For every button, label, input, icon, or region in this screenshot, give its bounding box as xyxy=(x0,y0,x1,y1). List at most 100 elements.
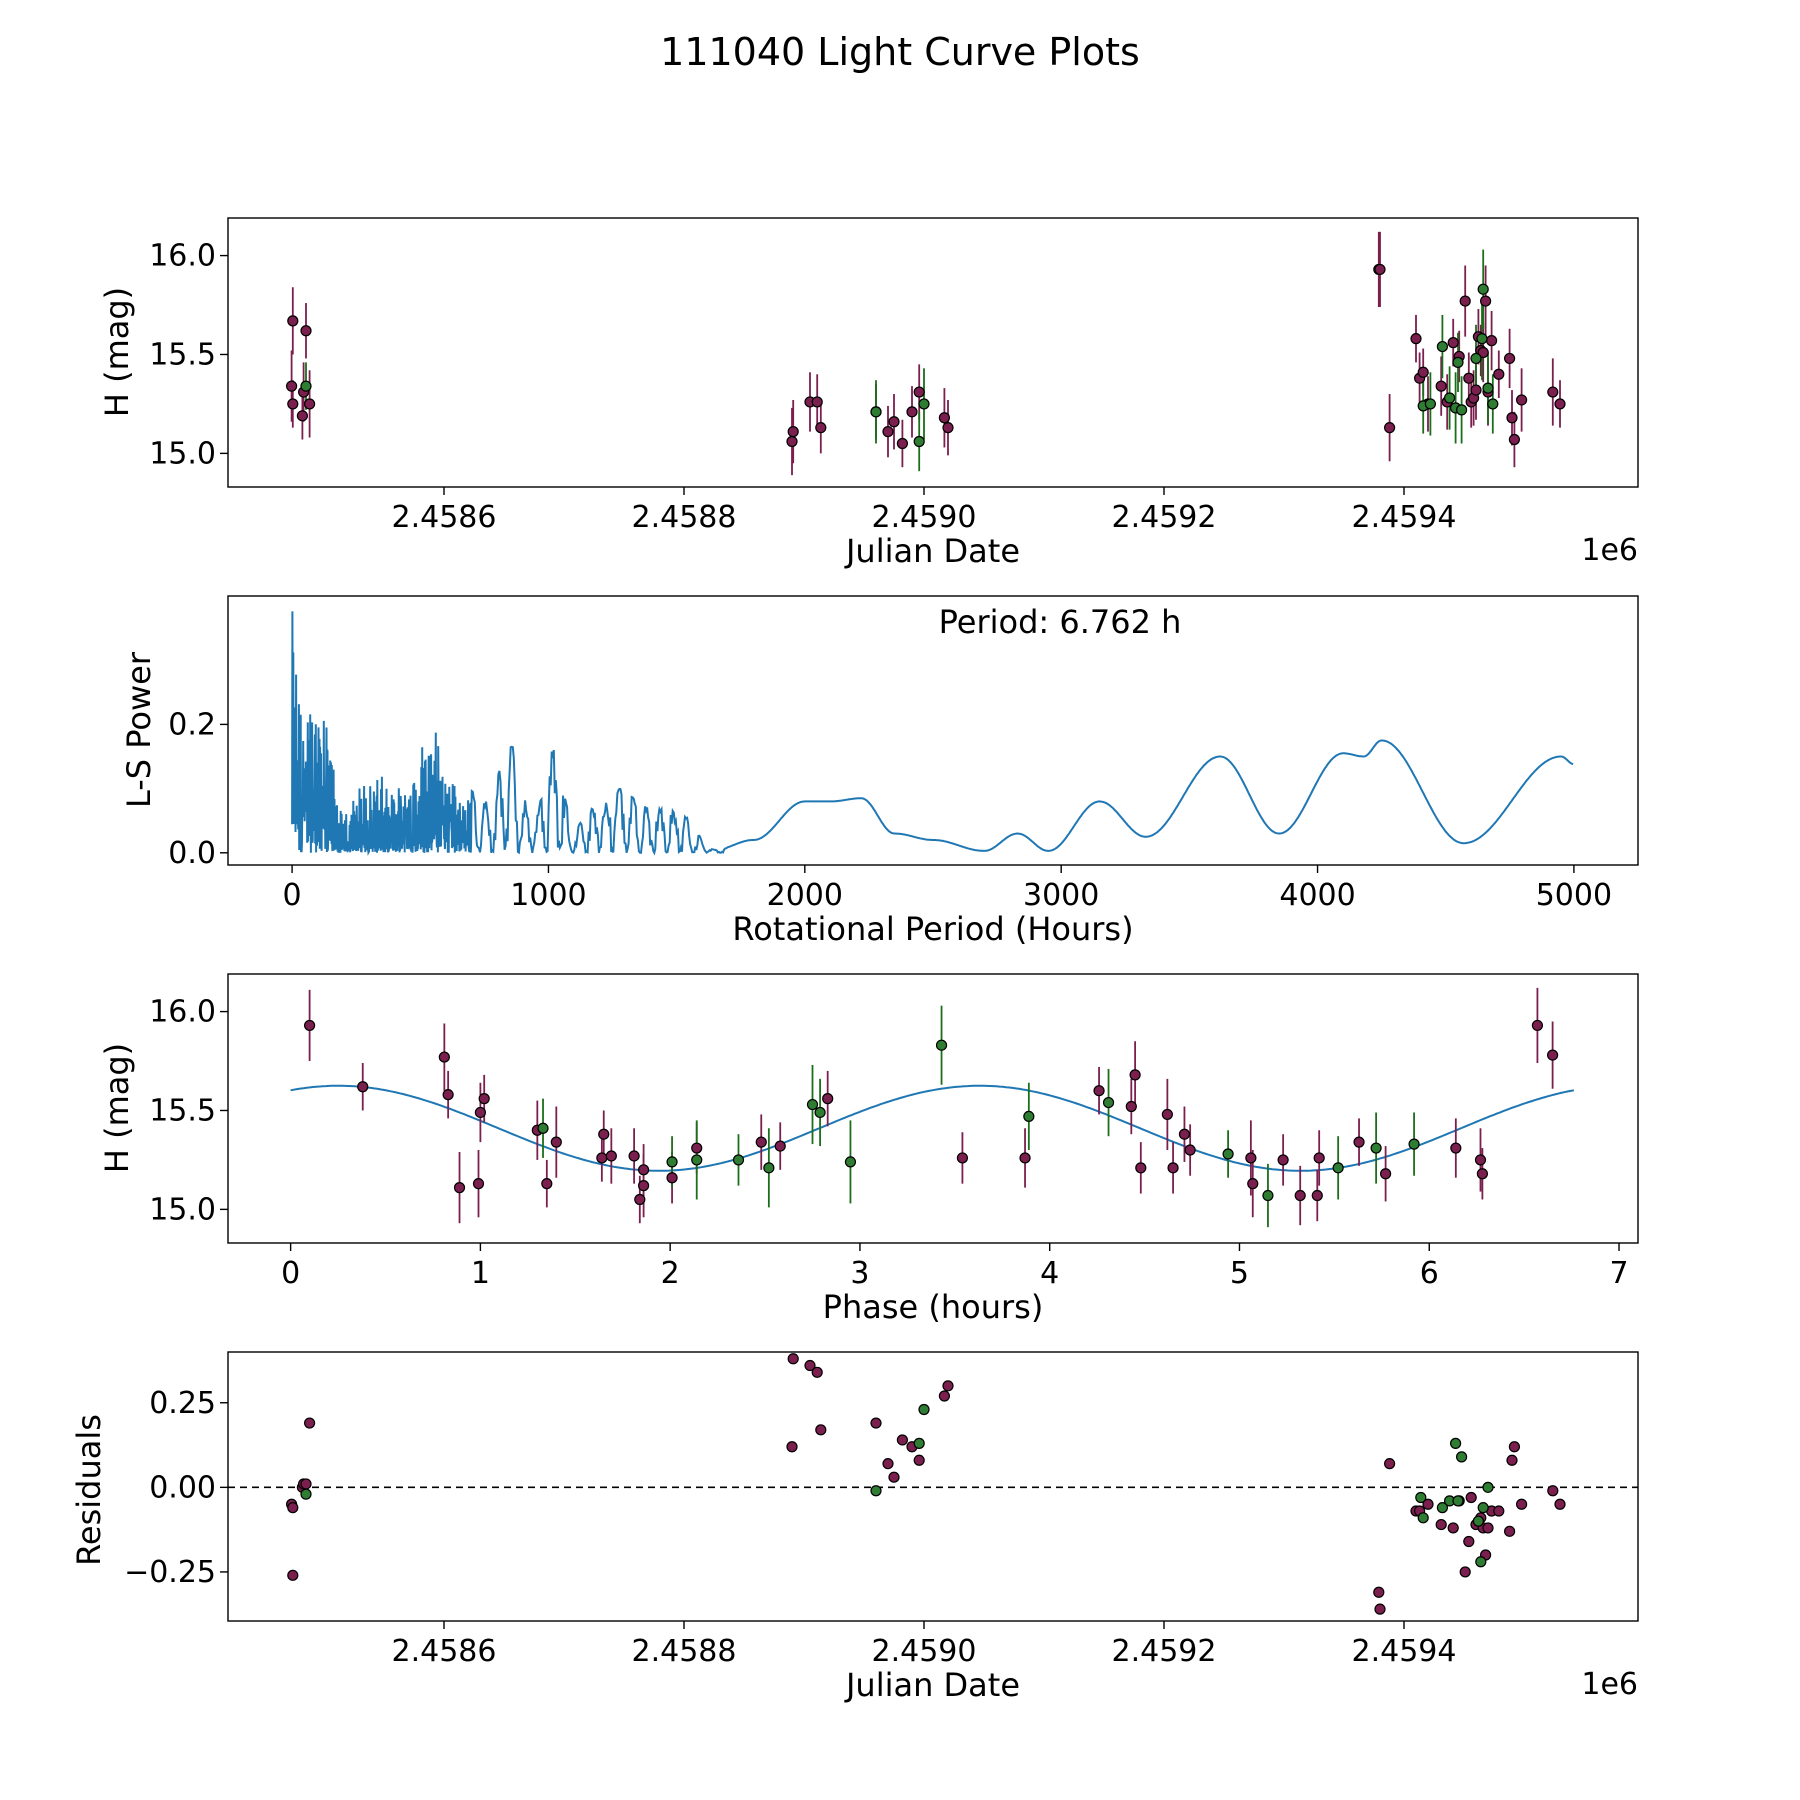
panel-phased: 0 1 2 3 4 5 6 7 15.0 15.5 16.0 Phase (hours) H (ma… xyxy=(98,973,1639,1326)
phased-point-red xyxy=(304,1019,316,1032)
residuals-ytick-label: −0.25 xyxy=(124,1555,216,1590)
phased-point-red xyxy=(1129,1069,1141,1081)
phased-point-red xyxy=(1167,1162,1179,1174)
lightcurve-xtick-label: 2.4588 xyxy=(632,500,737,535)
periodogram-ytick-label: 0.2 xyxy=(168,707,216,742)
phased-point-red xyxy=(1135,1162,1147,1174)
periodogram-series-line xyxy=(291,611,1574,857)
residuals-point-red xyxy=(1459,1566,1471,1578)
periodogram-xtick-label: 4000 xyxy=(1279,878,1355,913)
phased-point-red xyxy=(1161,1108,1173,1121)
phased-point-red xyxy=(1093,1085,1105,1097)
phased-point-red xyxy=(472,1178,485,1190)
phased-ytick-label: 16.0 xyxy=(149,995,216,1030)
lightcurve-point-red xyxy=(913,386,925,398)
residuals-point-green xyxy=(870,1485,882,1497)
phased-point-red xyxy=(628,1150,640,1162)
phased-point-red xyxy=(1353,1136,1365,1148)
lightcurve-point-red xyxy=(1459,295,1471,307)
phased-xtick-label: 6 xyxy=(1420,1256,1439,1291)
lightcurve-offset-text: 1e6 xyxy=(1581,533,1638,568)
lightcurve-plot-area xyxy=(286,231,1566,476)
lightcurve-axes: 2.4586 2.4588 2.4590 2.4592 2.4594 15.0 15.5 16… xyxy=(149,239,1456,535)
periodogram-xtick-label: 5000 xyxy=(1536,878,1612,913)
phased-point-red xyxy=(1184,1144,1196,1156)
periodogram-xlabel: Rotational Period (Hours) xyxy=(732,910,1133,948)
phased-point-red xyxy=(596,1152,608,1164)
phased-frame xyxy=(227,973,1639,1244)
phased-point-red xyxy=(1476,1168,1488,1180)
residuals-point-red xyxy=(1383,1458,1396,1470)
periodogram-xtick-label: 1000 xyxy=(510,878,586,913)
residuals-point-red xyxy=(938,1390,951,1402)
phased-plot-area xyxy=(290,987,1575,1228)
residuals-xtick-label: 2.4588 xyxy=(632,1634,737,1669)
lightcurve-point-red xyxy=(811,396,823,408)
lightcurve-xlabel: Julian Date xyxy=(844,532,1020,570)
lightcurve-frame xyxy=(227,217,1639,488)
phased-point-red xyxy=(956,1152,969,1164)
residuals-point-red xyxy=(896,1434,909,1446)
residuals-point-red xyxy=(870,1417,882,1429)
residuals-point-red xyxy=(1554,1498,1566,1510)
lightcurve-point-red xyxy=(1410,333,1422,345)
phased-point-red xyxy=(1019,1152,1031,1164)
phased-ytick-label: 15.5 xyxy=(149,1093,216,1128)
lightcurve-point-red xyxy=(938,412,951,424)
phased-point-green xyxy=(1332,1162,1344,1174)
phased-point-red xyxy=(1313,1152,1325,1164)
phased-point-red xyxy=(438,1051,450,1063)
residuals-point-red xyxy=(786,1441,798,1453)
lightcurve-point-red xyxy=(882,426,894,438)
lightcurve-point-red xyxy=(1485,335,1498,347)
phased-point-red xyxy=(1311,1189,1323,1202)
lightcurve-point-red xyxy=(1477,346,1489,359)
residuals-point-green xyxy=(918,1403,930,1416)
panel-periodogram: 0 1000 2000 3000 4000 5000 0.0 0.2 Period: 6.76… xyxy=(120,595,1639,948)
lightcurve-point-green xyxy=(1476,333,1488,345)
phased-point-red xyxy=(1531,1019,1544,1032)
lightcurve-point-red xyxy=(787,426,799,438)
phased-point-red xyxy=(1474,1154,1487,1166)
residuals-point-red xyxy=(1508,1441,1521,1453)
lightcurve-point-green xyxy=(870,406,882,418)
phased-point-red xyxy=(774,1140,786,1152)
phased-point-green xyxy=(806,1098,819,1111)
lightcurve-ylabel: H (mag) xyxy=(98,287,136,417)
residuals-point-red xyxy=(1447,1522,1459,1534)
phased-point-red xyxy=(1450,1142,1462,1154)
residuals-xtick-label: 2.4592 xyxy=(1112,1634,1217,1669)
residuals-point-red xyxy=(1373,1586,1385,1598)
lightcurve-point-red xyxy=(815,422,827,434)
lightcurve-point-red xyxy=(1506,412,1518,424)
periodogram-axes: 0 1000 2000 3000 4000 5000 0.0 0.2 xyxy=(168,707,1612,913)
phased-point-red xyxy=(478,1093,490,1105)
phased-point-red xyxy=(822,1093,834,1105)
phased-point-green xyxy=(844,1156,857,1168)
phased-ylabel: H (mag) xyxy=(98,1043,136,1173)
phased-point-red xyxy=(637,1180,650,1192)
phased-xtick-label: 2 xyxy=(661,1256,680,1291)
residuals-point-red xyxy=(1503,1525,1516,1537)
lightcurve-ytick-label: 15.5 xyxy=(149,337,216,372)
residuals-point-green xyxy=(1449,1437,1462,1449)
phased-point-red xyxy=(605,1150,617,1162)
residuals-point-green xyxy=(1415,1491,1427,1504)
lightcurve-point-red xyxy=(304,398,316,410)
residuals-point-green xyxy=(913,1437,925,1449)
phased-point-red xyxy=(1547,1049,1559,1061)
lightcurve-point-green xyxy=(1455,404,1468,416)
phased-point-red xyxy=(691,1142,703,1154)
periodogram-xtick-label: 0 xyxy=(283,878,302,913)
residuals-point-red xyxy=(888,1471,900,1483)
residuals-point-green xyxy=(1417,1512,1429,1524)
residuals-point-red xyxy=(300,1478,312,1490)
residuals-point-red xyxy=(304,1417,316,1429)
residuals-point-red xyxy=(287,1569,299,1581)
residuals-point-red xyxy=(1493,1505,1505,1517)
residuals-point-red xyxy=(1374,1603,1386,1615)
lightcurve-point-red xyxy=(1515,394,1528,406)
phased-point-red xyxy=(550,1136,562,1148)
phased-model-curve xyxy=(290,1084,1575,1172)
